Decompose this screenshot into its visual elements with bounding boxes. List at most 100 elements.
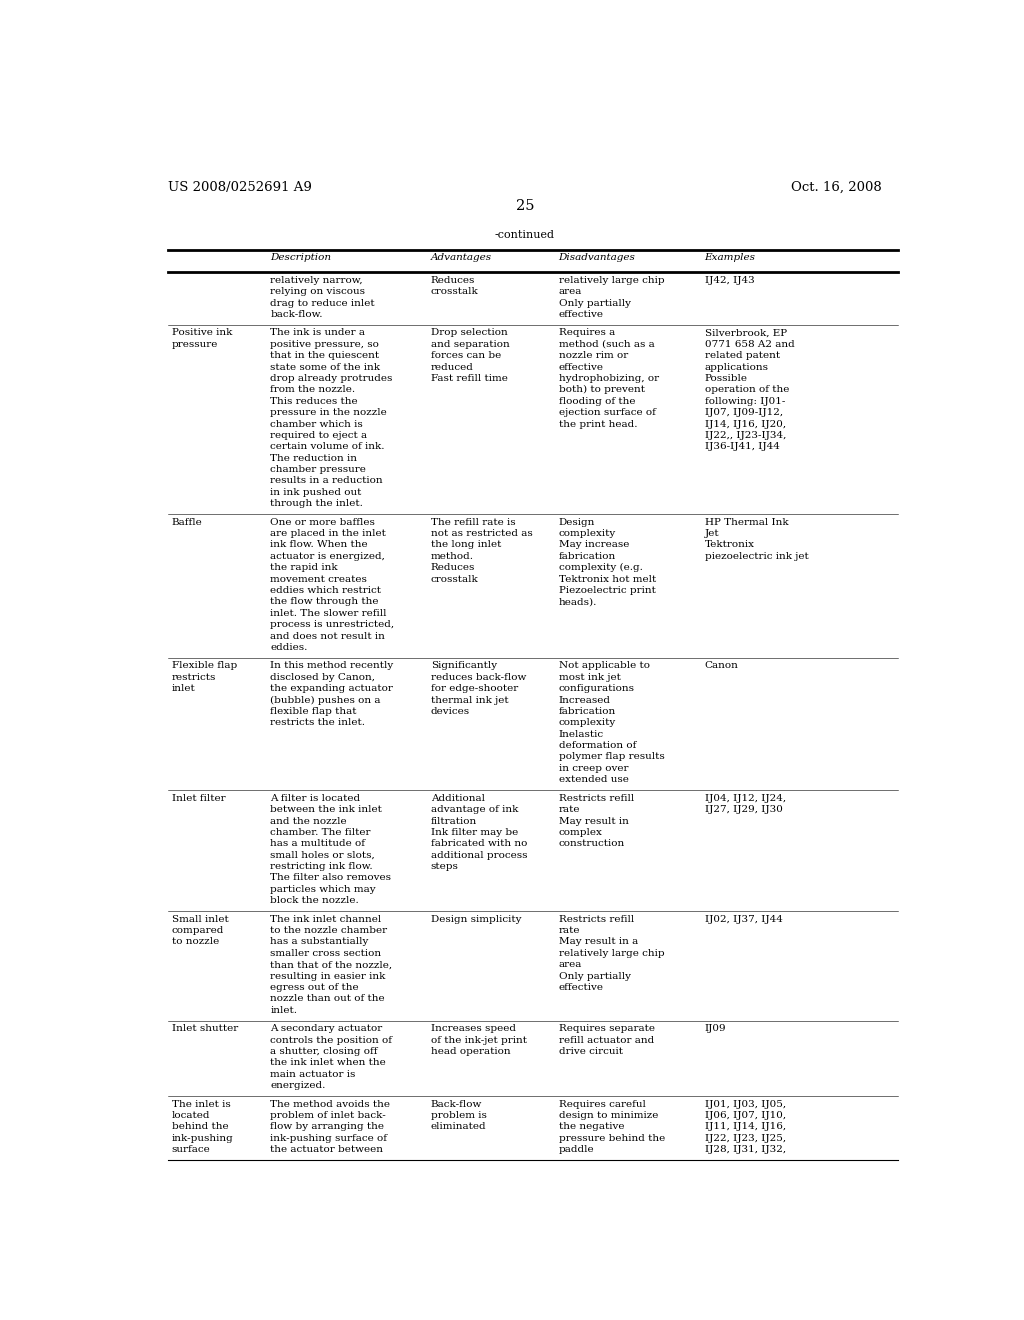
Text: smaller cross section: smaller cross section — [270, 949, 381, 958]
Text: Reduces: Reduces — [431, 276, 475, 285]
Text: Inelastic: Inelastic — [559, 730, 604, 739]
Text: Requires careful: Requires careful — [559, 1100, 645, 1109]
Text: A secondary actuator: A secondary actuator — [270, 1024, 382, 1034]
Text: IJ11, IJ14, IJ16,: IJ11, IJ14, IJ16, — [705, 1122, 785, 1131]
Text: Examples: Examples — [705, 253, 756, 261]
Text: has a multitude of: has a multitude of — [270, 840, 366, 849]
Text: the flow through the: the flow through the — [270, 598, 379, 606]
Text: hydrophobizing, or: hydrophobizing, or — [559, 374, 658, 383]
Text: forces can be: forces can be — [431, 351, 501, 360]
Text: inlet: inlet — [172, 684, 196, 693]
Text: in ink pushed out: in ink pushed out — [270, 488, 361, 496]
Text: positive pressure, so: positive pressure, so — [270, 339, 379, 348]
Text: Flexible flap: Flexible flap — [172, 661, 237, 671]
Text: configurations: configurations — [559, 684, 635, 693]
Text: Silverbrook, EP: Silverbrook, EP — [705, 329, 786, 338]
Text: This reduces the: This reduces the — [270, 397, 357, 405]
Text: movement creates: movement creates — [270, 574, 367, 583]
Text: Fast refill time: Fast refill time — [431, 374, 508, 383]
Text: flow by arranging the: flow by arranging the — [270, 1122, 384, 1131]
Text: relatively narrow,: relatively narrow, — [270, 276, 362, 285]
Text: Design: Design — [559, 517, 595, 527]
Text: related patent: related patent — [705, 351, 779, 360]
Text: applications: applications — [705, 363, 769, 372]
Text: of the ink-jet print: of the ink-jet print — [431, 1036, 526, 1044]
Text: Increased: Increased — [559, 696, 610, 705]
Text: In this method recently: In this method recently — [270, 661, 393, 671]
Text: IJ07, IJ09-IJ12,: IJ07, IJ09-IJ12, — [705, 408, 782, 417]
Text: devices: devices — [431, 708, 470, 715]
Text: Requires separate: Requires separate — [559, 1024, 654, 1034]
Text: 0771 658 A2 and: 0771 658 A2 and — [705, 339, 795, 348]
Text: May result in: May result in — [559, 817, 629, 825]
Text: crosstalk: crosstalk — [431, 574, 478, 583]
Text: nozzle than out of the: nozzle than out of the — [270, 994, 385, 1003]
Text: ink flow. When the: ink flow. When the — [270, 540, 368, 549]
Text: Canon: Canon — [705, 661, 738, 671]
Text: Drop selection: Drop selection — [431, 329, 508, 338]
Text: eddies which restrict: eddies which restrict — [270, 586, 381, 595]
Text: IJ36-IJ41, IJ44: IJ36-IJ41, IJ44 — [705, 442, 779, 451]
Text: small holes or slots,: small holes or slots, — [270, 850, 375, 859]
Text: the print head.: the print head. — [559, 420, 637, 429]
Text: not as restricted as: not as restricted as — [431, 529, 532, 539]
Text: method (such as a: method (such as a — [559, 339, 654, 348]
Text: design to minimize: design to minimize — [559, 1111, 658, 1121]
Text: head operation: head operation — [431, 1047, 510, 1056]
Text: Positive ink: Positive ink — [172, 329, 232, 338]
Text: Tektronix: Tektronix — [705, 540, 755, 549]
Text: main actuator is: main actuator is — [270, 1069, 355, 1078]
Text: Tektronix hot melt: Tektronix hot melt — [559, 574, 655, 583]
Text: US 2008/0252691 A9: US 2008/0252691 A9 — [168, 181, 311, 194]
Text: piezoelectric ink jet: piezoelectric ink jet — [705, 552, 808, 561]
Text: Disadvantages: Disadvantages — [559, 253, 636, 261]
Text: state some of the ink: state some of the ink — [270, 363, 380, 372]
Text: that in the quiescent: that in the quiescent — [270, 351, 379, 360]
Text: -continued: -continued — [495, 230, 555, 239]
Text: from the nozzle.: from the nozzle. — [270, 385, 355, 395]
Text: IJ22,, IJ23-IJ34,: IJ22,, IJ23-IJ34, — [705, 430, 786, 440]
Text: rate: rate — [559, 927, 581, 935]
Text: Small inlet: Small inlet — [172, 915, 228, 924]
Text: Only partially: Only partially — [559, 298, 631, 308]
Text: IJ28, IJ31, IJ32,: IJ28, IJ31, IJ32, — [705, 1146, 785, 1154]
Text: to nozzle: to nozzle — [172, 937, 219, 946]
Text: chamber pressure: chamber pressure — [270, 465, 367, 474]
Text: IJ04, IJ12, IJ24,: IJ04, IJ12, IJ24, — [705, 793, 785, 803]
Text: to the nozzle chamber: to the nozzle chamber — [270, 927, 387, 935]
Text: relatively large chip: relatively large chip — [559, 276, 665, 285]
Text: method.: method. — [431, 552, 474, 561]
Text: certain volume of ink.: certain volume of ink. — [270, 442, 385, 451]
Text: and separation: and separation — [431, 339, 510, 348]
Text: advantage of ink: advantage of ink — [431, 805, 518, 814]
Text: back-flow.: back-flow. — [270, 310, 323, 319]
Text: restricts: restricts — [172, 673, 216, 682]
Text: drive circuit: drive circuit — [559, 1047, 623, 1056]
Text: pressure in the nozzle: pressure in the nozzle — [270, 408, 387, 417]
Text: Piezoelectric print: Piezoelectric print — [559, 586, 655, 595]
Text: Inlet filter: Inlet filter — [172, 793, 225, 803]
Text: thermal ink jet: thermal ink jet — [431, 696, 509, 705]
Text: inlet.: inlet. — [270, 1006, 297, 1015]
Text: the long inlet: the long inlet — [431, 540, 501, 549]
Text: flexible flap that: flexible flap that — [270, 708, 356, 715]
Text: and the nozzle: and the nozzle — [270, 817, 347, 825]
Text: paddle: paddle — [559, 1146, 594, 1154]
Text: problem is: problem is — [431, 1111, 486, 1121]
Text: Significantly: Significantly — [431, 661, 497, 671]
Text: construction: construction — [559, 840, 625, 849]
Text: Advantages: Advantages — [431, 253, 492, 261]
Text: has a substantially: has a substantially — [270, 937, 369, 946]
Text: are placed in the inlet: are placed in the inlet — [270, 529, 386, 539]
Text: crosstalk: crosstalk — [431, 288, 478, 296]
Text: between the ink inlet: between the ink inlet — [270, 805, 382, 814]
Text: fabrication: fabrication — [559, 552, 615, 561]
Text: a shutter, closing off: a shutter, closing off — [270, 1047, 378, 1056]
Text: complexity (e.g.: complexity (e.g. — [559, 564, 642, 573]
Text: additional process: additional process — [431, 850, 527, 859]
Text: the expanding actuator: the expanding actuator — [270, 684, 393, 693]
Text: Reduces: Reduces — [431, 564, 475, 573]
Text: Restricts refill: Restricts refill — [559, 793, 634, 803]
Text: IJ09: IJ09 — [705, 1024, 726, 1034]
Text: eliminated: eliminated — [431, 1122, 486, 1131]
